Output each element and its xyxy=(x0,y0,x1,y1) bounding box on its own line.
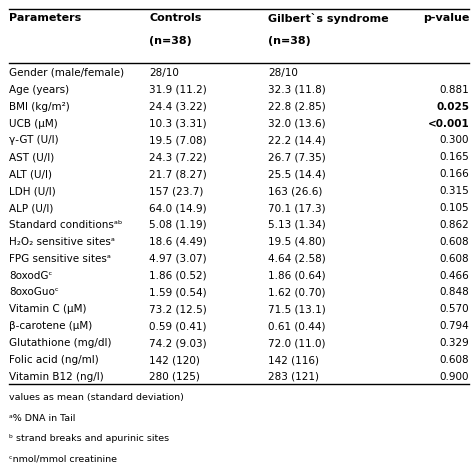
Text: 1.62 (0.70): 1.62 (0.70) xyxy=(268,287,325,297)
Text: 1.86 (0.52): 1.86 (0.52) xyxy=(149,270,207,280)
Text: ALP (U/l): ALP (U/l) xyxy=(9,203,54,213)
Text: 0.848: 0.848 xyxy=(439,287,469,297)
Text: 70.1 (17.3): 70.1 (17.3) xyxy=(268,203,326,213)
Text: 19.5 (7.08): 19.5 (7.08) xyxy=(149,135,207,145)
Text: 0.881: 0.881 xyxy=(439,85,469,95)
Text: 0.608: 0.608 xyxy=(439,253,469,263)
Text: 142 (116): 142 (116) xyxy=(268,354,319,364)
Text: ᵇ strand breaks and apurinic sites: ᵇ strand breaks and apurinic sites xyxy=(9,433,170,442)
Text: 28/10: 28/10 xyxy=(268,68,298,78)
Text: 0.165: 0.165 xyxy=(439,152,469,162)
Text: 72.0 (11.0): 72.0 (11.0) xyxy=(268,337,325,347)
Text: Age (years): Age (years) xyxy=(9,85,70,95)
Text: 64.0 (14.9): 64.0 (14.9) xyxy=(149,203,207,213)
Text: β-carotene (μM): β-carotene (μM) xyxy=(9,321,93,331)
Text: ᶜnmol/mmol creatinine: ᶜnmol/mmol creatinine xyxy=(9,454,118,463)
Text: 21.7 (8.27): 21.7 (8.27) xyxy=(149,169,207,179)
Text: ᵃ% DNA in Tail: ᵃ% DNA in Tail xyxy=(9,413,76,422)
Text: 0.315: 0.315 xyxy=(439,186,469,196)
Text: Vitamin B12 (ng/l): Vitamin B12 (ng/l) xyxy=(9,371,104,381)
Text: 0.608: 0.608 xyxy=(439,354,469,364)
Text: (n=38): (n=38) xyxy=(149,36,192,46)
Text: Folic acid (ng/ml): Folic acid (ng/ml) xyxy=(9,354,99,364)
Text: <0.001: <0.001 xyxy=(428,118,469,128)
Text: values as mean (standard deviation): values as mean (standard deviation) xyxy=(9,392,184,401)
Text: 10.3 (3.31): 10.3 (3.31) xyxy=(149,118,207,128)
Text: 73.2 (12.5): 73.2 (12.5) xyxy=(149,304,207,314)
Text: ALT (U/l): ALT (U/l) xyxy=(9,169,53,179)
Text: 71.5 (13.1): 71.5 (13.1) xyxy=(268,304,326,314)
Text: 0.025: 0.025 xyxy=(436,101,469,111)
Text: UCB (μM): UCB (μM) xyxy=(9,118,58,128)
Text: 24.3 (7.22): 24.3 (7.22) xyxy=(149,152,207,162)
Text: 22.2 (14.4): 22.2 (14.4) xyxy=(268,135,326,145)
Text: 5.13 (1.34): 5.13 (1.34) xyxy=(268,219,326,229)
Text: 1.59 (0.54): 1.59 (0.54) xyxy=(149,287,207,297)
Text: 0.166: 0.166 xyxy=(439,169,469,179)
Text: 8oxoGuoᶜ: 8oxoGuoᶜ xyxy=(9,287,59,297)
Text: Controls: Controls xyxy=(149,13,201,23)
Text: Glutathione (mg/dl): Glutathione (mg/dl) xyxy=(9,337,112,347)
Text: 8oxodGᶜ: 8oxodGᶜ xyxy=(9,270,53,280)
Text: 22.8 (2.85): 22.8 (2.85) xyxy=(268,101,326,111)
Text: 5.08 (1.19): 5.08 (1.19) xyxy=(149,219,207,229)
Text: Gilbert`s syndrome: Gilbert`s syndrome xyxy=(268,13,388,24)
Text: 4.97 (3.07): 4.97 (3.07) xyxy=(149,253,207,263)
Text: p-value: p-value xyxy=(423,13,469,23)
Text: 0.862: 0.862 xyxy=(439,219,469,229)
Text: 19.5 (4.80): 19.5 (4.80) xyxy=(268,236,326,246)
Text: 4.64 (2.58): 4.64 (2.58) xyxy=(268,253,326,263)
Text: 26.7 (7.35): 26.7 (7.35) xyxy=(268,152,326,162)
Text: 32.0 (13.6): 32.0 (13.6) xyxy=(268,118,326,128)
Text: 0.466: 0.466 xyxy=(439,270,469,280)
Text: 142 (120): 142 (120) xyxy=(149,354,200,364)
Text: 0.329: 0.329 xyxy=(439,337,469,347)
Text: 163 (26.6): 163 (26.6) xyxy=(268,186,322,196)
Text: 283 (121): 283 (121) xyxy=(268,371,319,381)
Text: Parameters: Parameters xyxy=(9,13,82,23)
Text: 280 (125): 280 (125) xyxy=(149,371,200,381)
Text: Standard conditionsᵃᵇ: Standard conditionsᵃᵇ xyxy=(9,219,123,229)
Text: 0.105: 0.105 xyxy=(439,203,469,213)
Text: Gender (male/female): Gender (male/female) xyxy=(9,68,125,78)
Text: 24.4 (3.22): 24.4 (3.22) xyxy=(149,101,207,111)
Text: AST (U/l): AST (U/l) xyxy=(9,152,55,162)
Text: BMI (kg/m²): BMI (kg/m²) xyxy=(9,101,70,111)
Text: 0.59 (0.41): 0.59 (0.41) xyxy=(149,321,207,331)
Text: 0.900: 0.900 xyxy=(440,371,469,381)
Text: 0.570: 0.570 xyxy=(439,304,469,314)
Text: 32.3 (11.8): 32.3 (11.8) xyxy=(268,85,326,95)
Text: LDH (U/l): LDH (U/l) xyxy=(9,186,56,196)
Text: 28/10: 28/10 xyxy=(149,68,179,78)
Text: 18.6 (4.49): 18.6 (4.49) xyxy=(149,236,207,246)
Text: 74.2 (9.03): 74.2 (9.03) xyxy=(149,337,207,347)
Text: 0.608: 0.608 xyxy=(439,236,469,246)
Text: 31.9 (11.2): 31.9 (11.2) xyxy=(149,85,207,95)
Text: H₂O₂ sensitive sitesᵃ: H₂O₂ sensitive sitesᵃ xyxy=(9,236,115,246)
Text: 0.61 (0.44): 0.61 (0.44) xyxy=(268,321,325,331)
Text: Vitamin C (μM): Vitamin C (μM) xyxy=(9,304,87,314)
Text: FPG sensitive sitesᵃ: FPG sensitive sitesᵃ xyxy=(9,253,111,263)
Text: 157 (23.7): 157 (23.7) xyxy=(149,186,204,196)
Text: (n=38): (n=38) xyxy=(268,36,310,46)
Text: 1.86 (0.64): 1.86 (0.64) xyxy=(268,270,326,280)
Text: γ-GT (U/l): γ-GT (U/l) xyxy=(9,135,59,145)
Text: 0.794: 0.794 xyxy=(439,321,469,331)
Text: 0.300: 0.300 xyxy=(440,135,469,145)
Text: 25.5 (14.4): 25.5 (14.4) xyxy=(268,169,326,179)
